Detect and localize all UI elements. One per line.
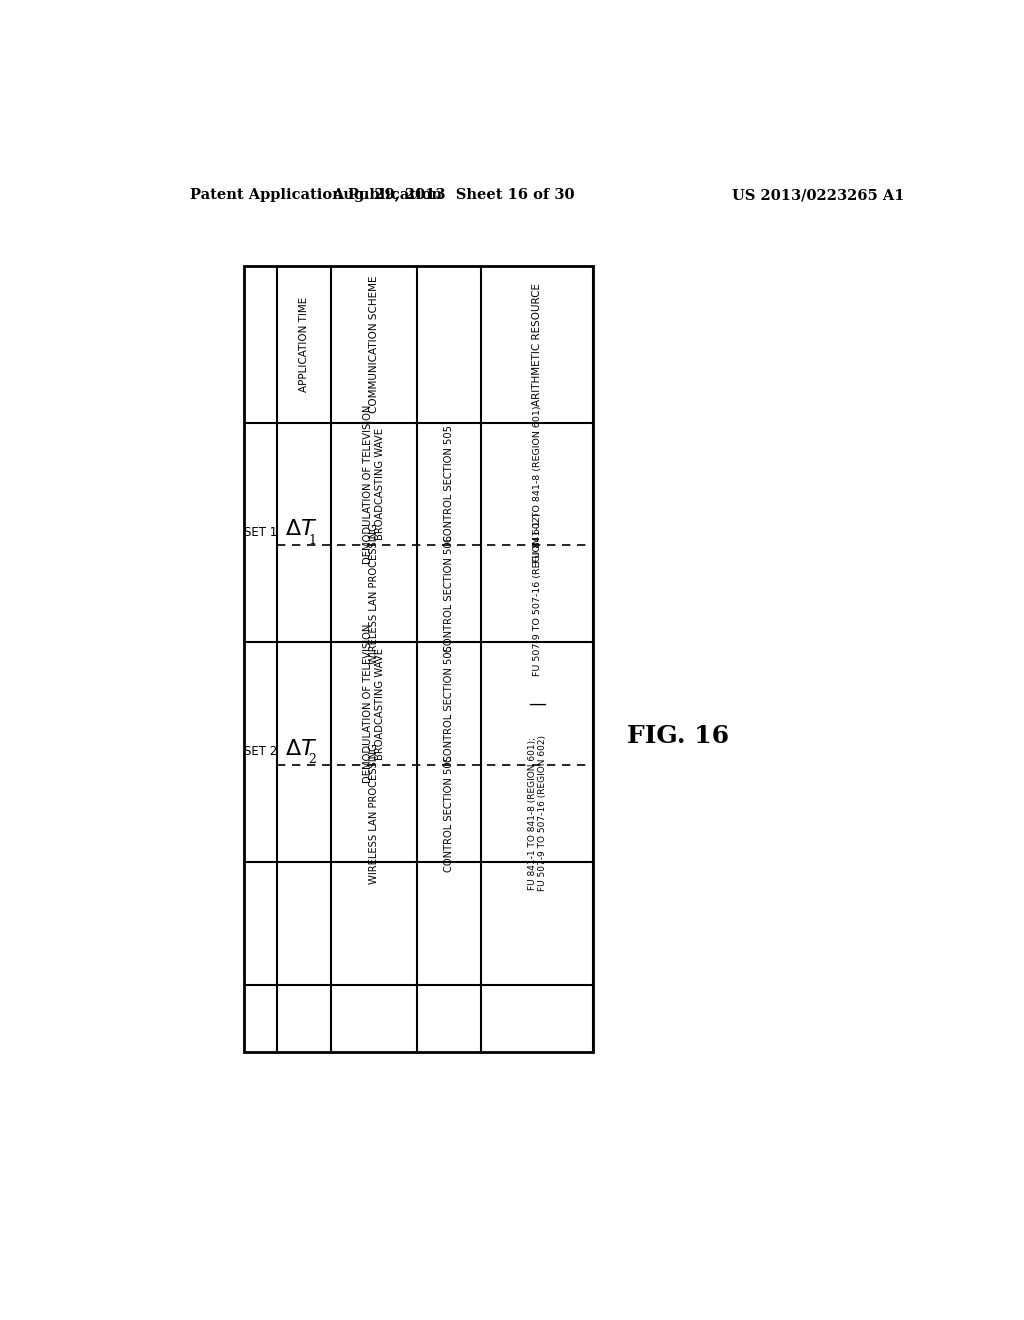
- Text: ARITHMETIC RESOURCE: ARITHMETIC RESOURCE: [532, 282, 542, 405]
- Text: CONTROL SECTION 506: CONTROL SECTION 506: [444, 536, 454, 652]
- Text: CONTROL SECTION 505: CONTROL SECTION 505: [444, 645, 454, 762]
- Text: SET 2: SET 2: [244, 746, 278, 759]
- Text: APPLICATION TIME: APPLICATION TIME: [299, 297, 309, 392]
- Text: CONTROL SECTION 505: CONTROL SECTION 505: [444, 425, 454, 543]
- Text: 1: 1: [308, 533, 316, 546]
- Bar: [245, 267, 593, 1052]
- Text: 2: 2: [308, 754, 316, 766]
- Text: —: —: [528, 694, 546, 713]
- Text: DEMODULATION OF TELEVISION
BROADCASTING WAVE: DEMODULATION OF TELEVISION BROADCASTING …: [364, 404, 385, 564]
- Text: CONTROL SECTION 505: CONTROL SECTION 505: [444, 755, 454, 873]
- Text: SET 1: SET 1: [244, 525, 278, 539]
- Text: DEMODULATION OF TELEVISION
BROADCASTING WAVE: DEMODULATION OF TELEVISION BROADCASTING …: [364, 624, 385, 783]
- Text: Patent Application Publication: Patent Application Publication: [190, 189, 442, 202]
- Text: WIRELESS LAN PROCESSING: WIRELESS LAN PROCESSING: [370, 523, 379, 664]
- Text: COMMUNICATION SCHEME: COMMUNICATION SCHEME: [370, 276, 379, 413]
- Text: $\Delta T$: $\Delta T$: [285, 519, 317, 540]
- Text: FU 841-1 TO 841-8 (REGION 601): FU 841-1 TO 841-8 (REGION 601): [532, 405, 542, 562]
- Text: WIRELESS LAN PROCESSING: WIRELESS LAN PROCESSING: [370, 743, 379, 884]
- Text: Aug. 29, 2013  Sheet 16 of 30: Aug. 29, 2013 Sheet 16 of 30: [332, 189, 574, 202]
- Text: FU 507-9 TO 507-16 (REGION 602): FU 507-9 TO 507-16 (REGION 602): [532, 512, 542, 676]
- Text: FIG. 16: FIG. 16: [628, 723, 729, 748]
- Text: $\Delta T$: $\Delta T$: [285, 738, 317, 760]
- Text: US 2013/0223265 A1: US 2013/0223265 A1: [732, 189, 905, 202]
- Text: FU 841-1 TO 841-8 (REGION 601);
FU 507-9 TO 507-16 (REGION 602): FU 841-1 TO 841-8 (REGION 601); FU 507-9…: [527, 735, 547, 891]
